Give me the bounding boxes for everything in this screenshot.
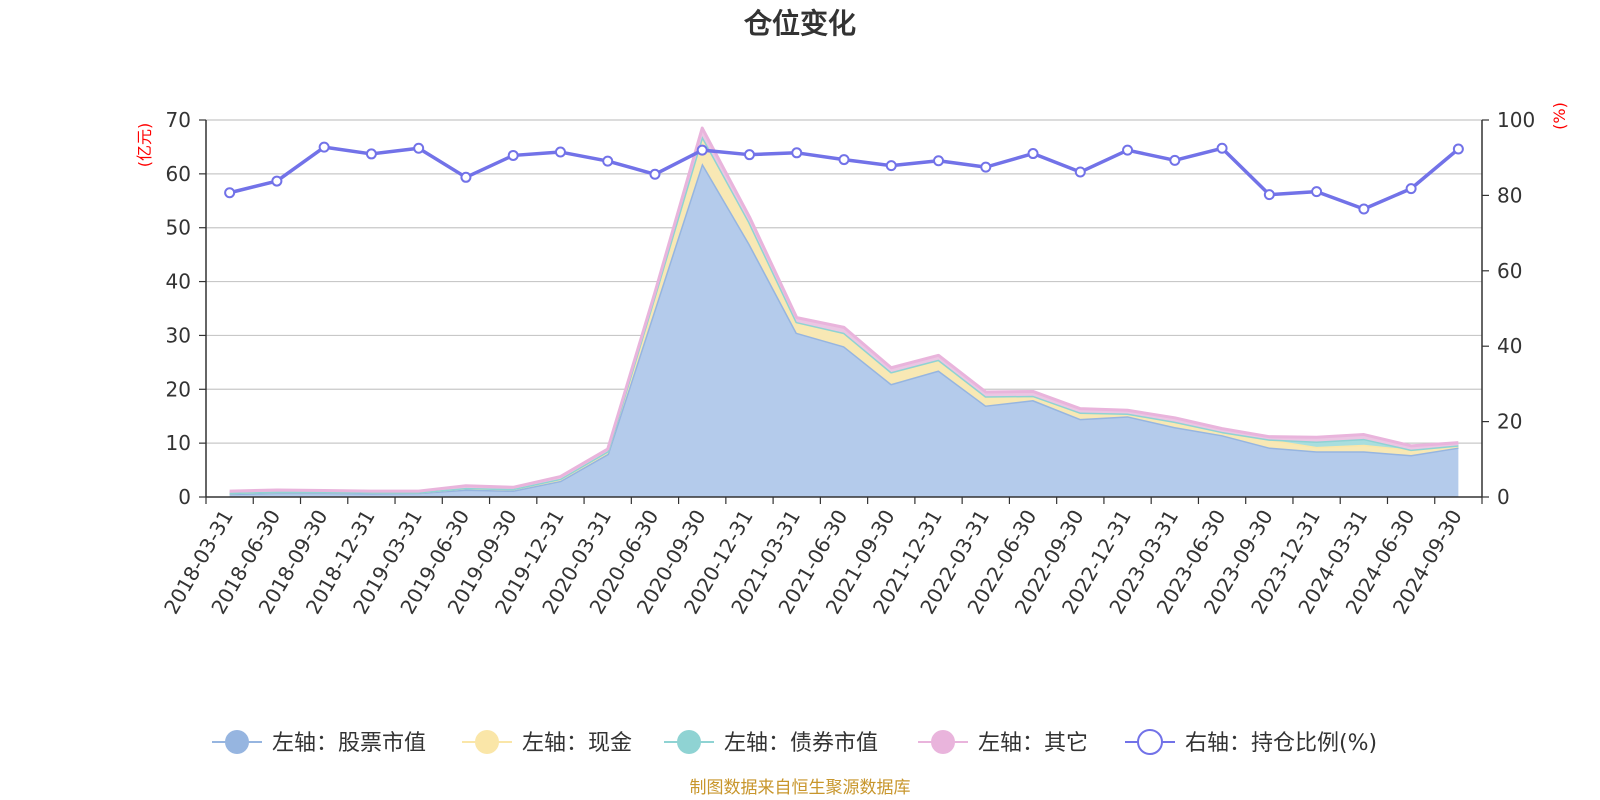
left-tick-label: 40 [166,270,191,294]
legend: 左轴：股票市值 左轴：现金 左轴：债券市值 左轴：其它 右轴：持仓比例(%) [212,729,1377,756]
ratio-point[interactable] [554,146,566,158]
legend-item[interactable]: 左轴：债券市值 [724,731,878,756]
legend-marker [677,730,701,754]
ratio-point[interactable] [838,154,850,166]
right-tick-label: 80 [1497,183,1522,207]
ratio-point[interactable] [933,155,945,167]
legend-marker [1137,729,1163,755]
legend-marker [475,730,499,754]
left-tick-label: 20 [166,377,191,401]
ratio-point[interactable] [791,147,803,159]
left-tick-label: 70 [166,108,191,132]
area-edge-3 [229,126,1459,493]
chart-title: 仓位变化 [744,7,856,40]
ratio-point[interactable] [318,141,330,153]
data-source-note: 制图数据来自恒生聚源数据库 [690,778,911,798]
legend-marker [225,730,249,754]
ratio-point[interactable] [460,171,472,183]
ratio-point[interactable] [507,149,519,161]
right-axis-unit: (%) [1550,102,1569,130]
ratio-point[interactable] [413,142,425,154]
left-axis-unit: (亿元) [135,123,154,168]
ratio-point[interactable] [649,168,661,180]
area-0 [229,163,1459,498]
ratio-point[interactable] [602,155,614,167]
ratio-point[interactable] [1169,154,1181,166]
right-tick-label: 20 [1497,410,1522,434]
ratio-point[interactable] [980,161,992,173]
ratio-point[interactable] [1452,143,1464,155]
ratio-point[interactable] [885,160,897,172]
ratio-point[interactable] [1263,189,1275,201]
left-tick-label: 30 [166,323,191,347]
ratio-point[interactable] [1027,148,1039,160]
legend-marker [931,730,955,754]
left-tick-label: 50 [166,216,191,240]
right-tick-label: 0 [1497,485,1510,509]
right-tick-label: 40 [1497,334,1522,358]
ratio-point[interactable] [743,149,755,161]
ratio-point[interactable] [1074,166,1086,178]
ratio-point[interactable] [224,187,236,199]
ratio-point[interactable] [1216,142,1228,154]
ratio-point[interactable] [1122,144,1134,156]
legend-item[interactable]: 右轴：持仓比例(%) [1185,731,1377,756]
left-tick-label: 60 [166,162,191,186]
legend-item[interactable]: 左轴：其它 [978,731,1088,756]
ratio-point[interactable] [696,144,708,156]
right-tick-label: 100 [1497,108,1535,132]
ratio-point[interactable] [365,148,377,160]
left-tick-label: 0 [178,485,191,509]
legend-item[interactable]: 左轴：现金 [522,731,632,756]
ratio-point[interactable] [271,175,283,187]
ratio-point[interactable] [1358,203,1370,215]
right-tick-label: 60 [1497,259,1522,283]
ratio-point[interactable] [1311,186,1323,198]
ratio-point[interactable] [1405,183,1417,195]
stacked-area-series [229,126,1459,498]
left-tick-label: 10 [166,431,191,455]
legend-item[interactable]: 左轴：股票市值 [272,731,426,756]
position-ratio-series [224,141,1464,215]
